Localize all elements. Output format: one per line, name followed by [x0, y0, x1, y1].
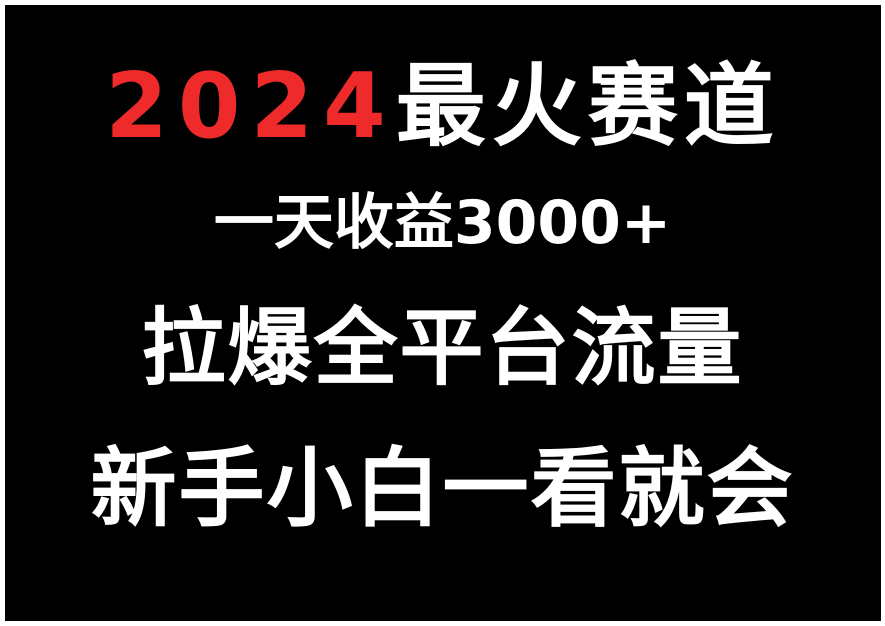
income-line: 一天收益3000+	[213, 188, 672, 258]
traffic-line: 拉爆全平台流量	[141, 299, 744, 397]
headline-rest: 最火赛道	[395, 54, 780, 159]
headline: 2024最火赛道	[0, 62, 885, 152]
beginner-line: 新手小白一看就会	[90, 439, 795, 539]
poster-panel	[5, 5, 881, 621]
headline-year: 2024	[105, 54, 396, 159]
